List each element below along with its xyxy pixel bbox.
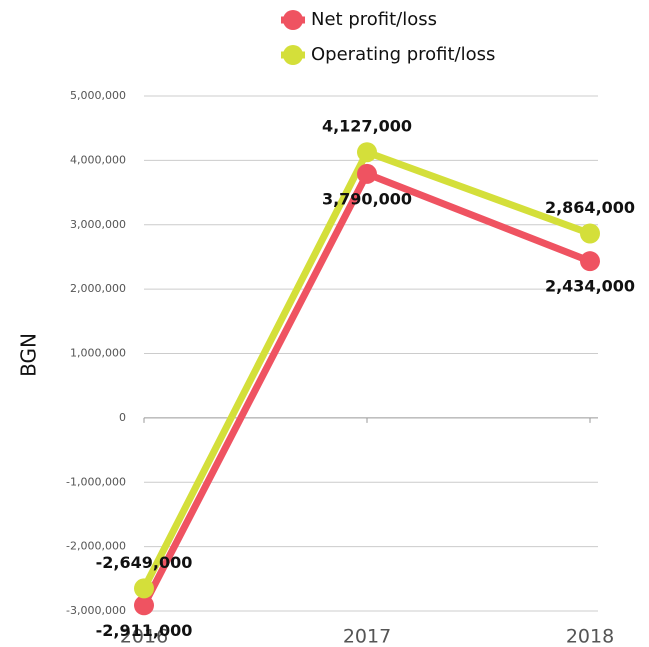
y-tick-label: 0 xyxy=(119,411,126,424)
legend-label: Operating profit/loss xyxy=(311,44,495,65)
x-tick-label: 2017 xyxy=(343,626,391,647)
point xyxy=(357,163,377,184)
point xyxy=(357,142,377,163)
y-tick-label: 3,000,000 xyxy=(70,218,126,231)
data-label: 3,790,000 xyxy=(322,189,412,208)
x-tick-label: 2016 xyxy=(120,626,168,647)
y-axis-title: BGN xyxy=(17,333,41,377)
data-label: 2,864,000 xyxy=(545,198,635,217)
x-tick-label: 2018 xyxy=(566,626,614,647)
y-tick-label: 4,000,000 xyxy=(70,153,126,166)
series-line xyxy=(140,170,592,607)
y-tick-label: -1,000,000 xyxy=(66,475,126,488)
y-tick-label: -3,000,000 xyxy=(66,604,126,617)
point xyxy=(580,251,600,272)
data-label: -2,911,000 xyxy=(96,621,193,640)
y-tick-label: 1,000,000 xyxy=(70,347,126,360)
legend-marker xyxy=(283,45,303,65)
legend-label: Net profit/loss xyxy=(311,9,437,30)
data-label: 2,434,000 xyxy=(545,277,635,296)
y-tick-label: 5,000,000 xyxy=(70,89,126,102)
data-label: 4,127,000 xyxy=(322,117,412,136)
y-tick-label: -2,000,000 xyxy=(66,540,126,553)
point xyxy=(580,223,600,244)
data-label: -2,649,000 xyxy=(96,553,193,572)
point xyxy=(134,595,154,616)
legend-marker xyxy=(283,10,303,30)
y-tick-label: 2,000,000 xyxy=(70,282,126,295)
series-line xyxy=(140,148,592,590)
point xyxy=(134,578,154,599)
